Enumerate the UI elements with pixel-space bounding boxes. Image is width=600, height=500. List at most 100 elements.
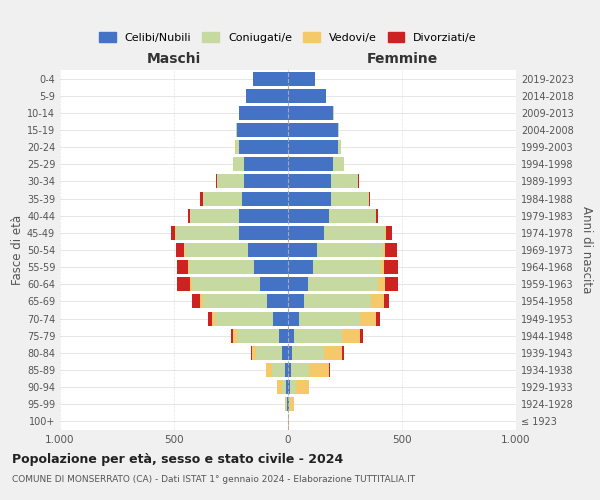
Bar xyxy=(192,278,260,291)
Bar xyxy=(288,380,290,394)
Bar xyxy=(177,278,190,291)
Bar xyxy=(313,260,380,274)
Y-axis label: Fasce di età: Fasce di età xyxy=(11,215,24,285)
Bar xyxy=(244,174,288,188)
Bar xyxy=(299,312,360,326)
Bar xyxy=(215,312,273,326)
Bar xyxy=(177,260,188,274)
Bar xyxy=(384,260,398,274)
Bar xyxy=(244,158,288,172)
Bar xyxy=(288,243,317,257)
Bar xyxy=(308,278,378,291)
Bar xyxy=(288,208,329,222)
Bar xyxy=(288,72,315,86)
Bar xyxy=(235,140,236,154)
Bar xyxy=(251,346,252,360)
Bar xyxy=(290,380,296,394)
Bar xyxy=(217,174,244,188)
Bar xyxy=(288,158,333,172)
Bar xyxy=(288,294,304,308)
Bar xyxy=(309,363,329,377)
Bar xyxy=(236,140,239,154)
Bar xyxy=(385,243,397,257)
Bar xyxy=(286,398,287,411)
Bar xyxy=(386,226,392,240)
Bar xyxy=(254,260,288,274)
Bar xyxy=(176,226,239,240)
Bar xyxy=(359,328,363,342)
Bar xyxy=(289,398,290,411)
Bar xyxy=(317,243,383,257)
Bar xyxy=(185,243,248,257)
Bar xyxy=(236,123,288,137)
Bar xyxy=(212,312,215,326)
Bar xyxy=(288,346,292,360)
Bar xyxy=(331,174,358,188)
Bar xyxy=(288,123,338,137)
Bar xyxy=(384,294,389,308)
Bar xyxy=(380,260,384,274)
Bar xyxy=(285,398,286,411)
Bar xyxy=(190,208,239,222)
Bar xyxy=(279,328,288,342)
Bar xyxy=(342,328,359,342)
Bar xyxy=(176,243,184,257)
Bar xyxy=(286,380,288,394)
Bar xyxy=(282,380,286,394)
Bar xyxy=(288,226,324,240)
Bar xyxy=(338,123,339,137)
Bar xyxy=(175,226,176,240)
Bar xyxy=(248,243,288,257)
Bar xyxy=(288,312,299,326)
Bar xyxy=(333,158,344,172)
Bar xyxy=(358,174,359,188)
Bar xyxy=(171,226,175,240)
Bar xyxy=(338,140,341,154)
Bar xyxy=(283,346,288,360)
Bar xyxy=(290,398,294,411)
Bar xyxy=(246,88,288,102)
Bar xyxy=(203,192,242,205)
Bar xyxy=(288,363,291,377)
Bar xyxy=(331,192,369,205)
Bar xyxy=(189,260,254,274)
Bar xyxy=(287,398,288,411)
Bar xyxy=(288,88,326,102)
Bar xyxy=(288,260,313,274)
Bar xyxy=(295,328,342,342)
Bar xyxy=(288,278,308,291)
Text: Femmine: Femmine xyxy=(367,52,437,66)
Bar xyxy=(272,363,284,377)
Bar xyxy=(292,346,324,360)
Bar xyxy=(200,294,203,308)
Bar xyxy=(260,278,288,291)
Bar xyxy=(288,398,289,411)
Bar xyxy=(236,328,279,342)
Bar xyxy=(288,174,331,188)
Text: COMUNE DI MONSERRATO (CA) - Dati ISTAT 1° gennaio 2024 - Elaborazione TUTTITALIA: COMUNE DI MONSERRATO (CA) - Dati ISTAT 1… xyxy=(12,475,415,484)
Bar xyxy=(371,294,384,308)
Bar xyxy=(385,278,398,291)
Bar xyxy=(329,208,376,222)
Bar xyxy=(233,158,244,172)
Bar xyxy=(324,226,385,240)
Bar xyxy=(230,328,233,342)
Bar xyxy=(239,140,288,154)
Bar xyxy=(239,106,288,120)
Bar xyxy=(284,363,288,377)
Bar xyxy=(192,294,200,308)
Bar xyxy=(273,312,288,326)
Bar xyxy=(268,294,288,308)
Bar xyxy=(203,294,268,308)
Bar xyxy=(253,72,288,86)
Bar xyxy=(324,346,341,360)
Bar xyxy=(329,363,330,377)
Bar xyxy=(188,208,190,222)
Text: Popolazione per età, sesso e stato civile - 2024: Popolazione per età, sesso e stato civil… xyxy=(12,452,343,466)
Bar xyxy=(277,380,282,394)
Bar xyxy=(252,346,256,360)
Bar xyxy=(378,278,385,291)
Bar xyxy=(188,260,189,274)
Bar xyxy=(288,106,333,120)
Bar xyxy=(239,226,288,240)
